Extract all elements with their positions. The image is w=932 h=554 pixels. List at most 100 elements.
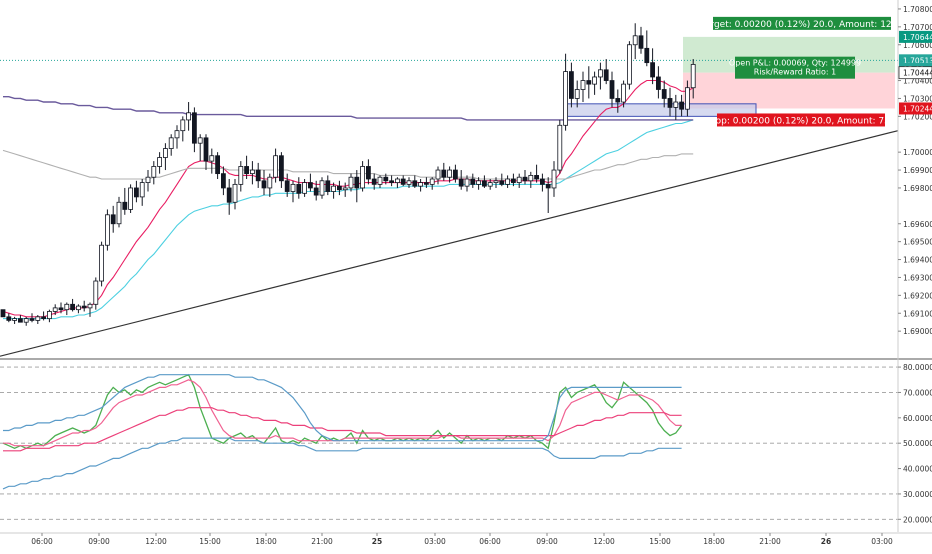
candle[interactable] bbox=[180, 116, 186, 142]
candle[interactable] bbox=[615, 89, 621, 113]
trendline[interactable] bbox=[0, 130, 899, 357]
candle[interactable] bbox=[232, 179, 238, 210]
candle[interactable] bbox=[284, 173, 290, 197]
candle[interactable] bbox=[244, 155, 250, 179]
candle[interactable] bbox=[325, 175, 331, 196]
candle[interactable] bbox=[174, 125, 180, 149]
candle[interactable] bbox=[540, 173, 545, 192]
candle[interactable] bbox=[603, 59, 609, 85]
candle[interactable] bbox=[476, 177, 482, 190]
candle[interactable] bbox=[122, 187, 128, 215]
candle[interactable] bbox=[423, 177, 429, 188]
candle[interactable] bbox=[278, 152, 284, 188]
candle[interactable] bbox=[458, 170, 464, 190]
candle[interactable] bbox=[0, 309, 6, 318]
candle[interactable] bbox=[510, 173, 516, 187]
candle[interactable] bbox=[110, 205, 116, 233]
candle[interactable] bbox=[133, 180, 139, 203]
candle[interactable] bbox=[452, 164, 458, 183]
candle[interactable] bbox=[632, 23, 638, 60]
candle[interactable] bbox=[99, 241, 104, 287]
candle[interactable] bbox=[412, 175, 418, 188]
candle[interactable] bbox=[64, 302, 70, 316]
candle[interactable] bbox=[215, 152, 221, 179]
candle[interactable] bbox=[400, 175, 406, 187]
candle[interactable] bbox=[418, 179, 424, 192]
candle[interactable] bbox=[354, 170, 360, 203]
candle[interactable] bbox=[336, 180, 342, 196]
candle[interactable] bbox=[261, 170, 267, 196]
candle[interactable] bbox=[638, 26, 644, 54]
candle[interactable] bbox=[389, 175, 395, 187]
candle[interactable] bbox=[464, 175, 470, 192]
candle[interactable] bbox=[255, 162, 261, 188]
candle[interactable] bbox=[296, 177, 302, 199]
candle[interactable] bbox=[435, 166, 441, 185]
candle[interactable] bbox=[81, 300, 87, 312]
candle[interactable] bbox=[186, 102, 192, 131]
candle[interactable] bbox=[522, 170, 528, 185]
candle[interactable] bbox=[6, 313, 12, 323]
candle[interactable] bbox=[105, 209, 110, 251]
candle[interactable] bbox=[58, 302, 64, 314]
candle[interactable] bbox=[35, 315, 41, 324]
candle[interactable] bbox=[273, 148, 279, 183]
candle[interactable] bbox=[12, 316, 18, 324]
candle[interactable] bbox=[360, 161, 366, 192]
candle[interactable] bbox=[528, 171, 534, 188]
candle[interactable] bbox=[348, 173, 354, 192]
candle[interactable] bbox=[168, 134, 174, 156]
candle[interactable] bbox=[493, 177, 499, 188]
candle[interactable] bbox=[331, 182, 337, 199]
candle[interactable] bbox=[209, 148, 215, 174]
candle[interactable] bbox=[377, 175, 383, 188]
candle[interactable] bbox=[679, 94, 684, 117]
candle[interactable] bbox=[307, 173, 313, 192]
candle[interactable] bbox=[365, 159, 371, 185]
candle[interactable] bbox=[441, 162, 447, 181]
candle[interactable] bbox=[162, 143, 168, 171]
candle[interactable] bbox=[621, 80, 626, 108]
candle[interactable] bbox=[203, 134, 209, 171]
candle[interactable] bbox=[650, 48, 655, 85]
candle[interactable] bbox=[487, 179, 493, 190]
candle[interactable] bbox=[673, 94, 679, 120]
candle[interactable] bbox=[545, 177, 551, 214]
candle[interactable] bbox=[429, 177, 435, 190]
candle[interactable] bbox=[534, 164, 539, 183]
candle[interactable] bbox=[563, 53, 568, 131]
candle[interactable] bbox=[41, 311, 46, 321]
candle[interactable] bbox=[52, 304, 58, 316]
candle[interactable] bbox=[383, 173, 389, 185]
candle[interactable] bbox=[447, 166, 453, 183]
candle[interactable] bbox=[313, 180, 319, 201]
candle[interactable] bbox=[93, 277, 99, 310]
candle[interactable] bbox=[569, 62, 574, 108]
candle[interactable] bbox=[267, 173, 273, 197]
candle[interactable] bbox=[656, 66, 661, 99]
candle[interactable] bbox=[394, 177, 400, 188]
candle[interactable] bbox=[516, 173, 522, 188]
candle[interactable] bbox=[197, 134, 203, 162]
candle[interactable] bbox=[87, 302, 93, 317]
candle[interactable] bbox=[644, 30, 650, 67]
candle[interactable] bbox=[249, 161, 255, 185]
candle[interactable] bbox=[220, 166, 226, 196]
candle[interactable] bbox=[302, 179, 308, 197]
candle[interactable] bbox=[586, 66, 592, 99]
candle[interactable] bbox=[145, 170, 151, 192]
candle[interactable] bbox=[70, 298, 75, 312]
candle[interactable] bbox=[551, 161, 557, 197]
rsi-pane[interactable] bbox=[0, 362, 898, 532]
candle[interactable] bbox=[290, 180, 296, 203]
candle[interactable] bbox=[17, 315, 23, 323]
candle[interactable] bbox=[191, 107, 197, 153]
candle[interactable] bbox=[238, 161, 244, 192]
candle[interactable] bbox=[580, 71, 586, 103]
candle[interactable] bbox=[29, 313, 35, 323]
price-pane[interactable]: Target: 0.00200 (0.12%) 20.0, Amount: 12… bbox=[0, 0, 903, 358]
candle[interactable] bbox=[157, 152, 163, 174]
candle[interactable] bbox=[406, 177, 412, 188]
candle[interactable] bbox=[592, 71, 597, 95]
